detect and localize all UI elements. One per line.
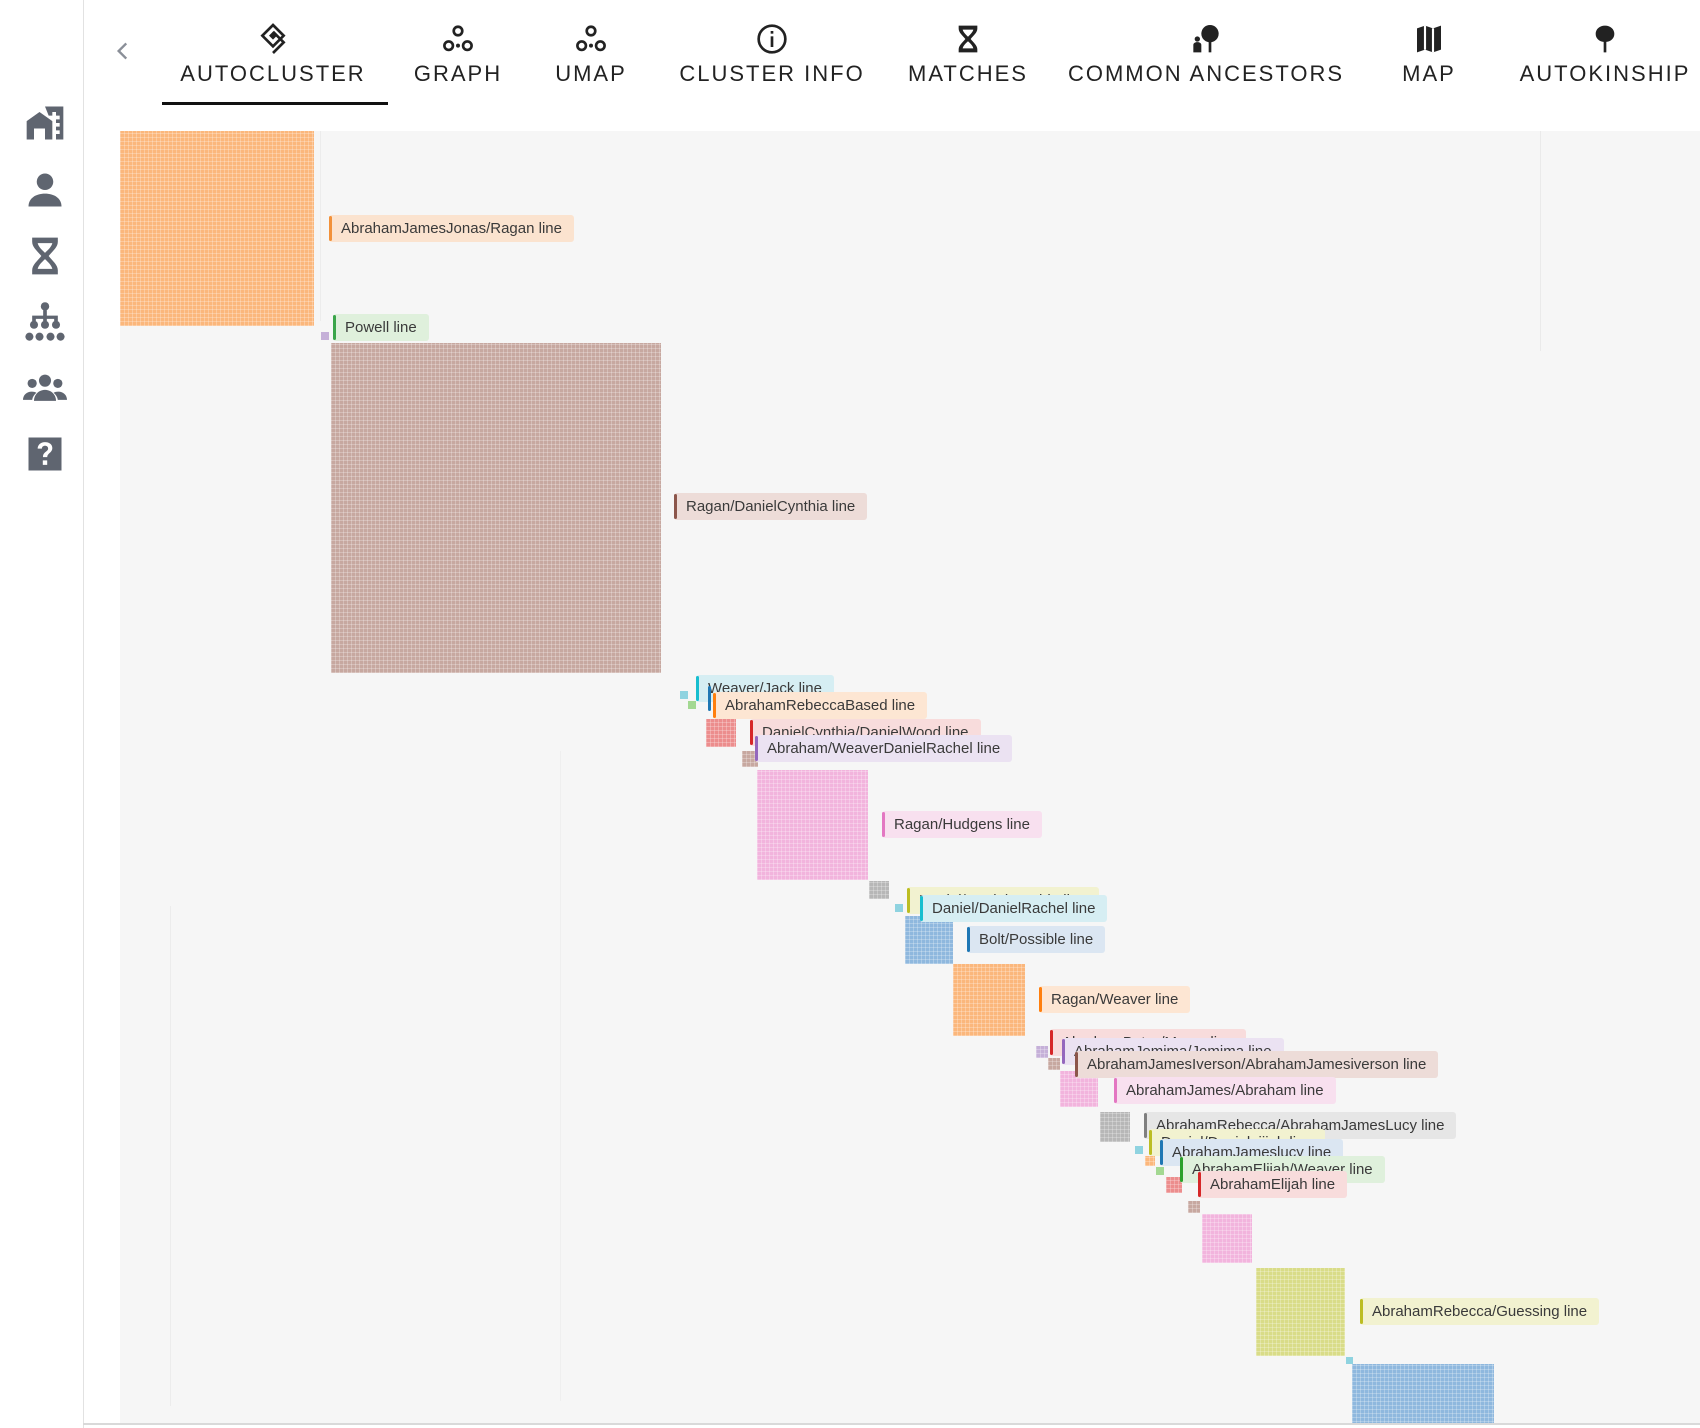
autocluster-icon xyxy=(260,23,286,54)
tab-label: MAP xyxy=(1402,61,1456,86)
cluster-label[interactable]: Bolt/Possible line xyxy=(967,926,1106,953)
back-button[interactable] xyxy=(108,36,138,66)
sidebar-item-dna[interactable] xyxy=(22,233,68,279)
sidebar-item-groups[interactable] xyxy=(22,365,68,411)
tab-common-ancestors[interactable]: COMMON ANCESTORS xyxy=(1068,0,1342,106)
family-tree-icon xyxy=(25,302,65,341)
diagonal-cell xyxy=(895,904,903,912)
cluster-label[interactable]: AbrahamElijah line xyxy=(1198,1171,1348,1198)
cluster-block[interactable] xyxy=(706,719,736,747)
people-group-icon xyxy=(23,374,67,401)
tab-label: CLUSTER INFO xyxy=(679,61,865,86)
ancestor-icon xyxy=(1193,25,1219,53)
cluster-block[interactable] xyxy=(1256,1268,1345,1356)
sidebar-item-dashboard[interactable] xyxy=(22,100,68,146)
cluster-block[interactable] xyxy=(757,770,868,880)
cluster-block[interactable] xyxy=(742,751,758,767)
cluster-block[interactable] xyxy=(1202,1214,1252,1263)
tab-matches[interactable]: MATCHES xyxy=(908,0,1028,106)
cluster-block[interactable] xyxy=(1100,1112,1130,1142)
cluster-label[interactable]: AbrahamJamesJonas/Ragan line xyxy=(329,215,574,242)
diagonal-cell xyxy=(680,691,688,699)
tree-icon xyxy=(1595,25,1615,53)
tab-autocluster[interactable]: AUTOCLUSTER xyxy=(178,0,368,106)
cluster-label[interactable]: AbrahamJamesIverson/AbrahamJamesiverson … xyxy=(1075,1051,1439,1078)
diagonal-cell xyxy=(1346,1357,1353,1364)
cluster-block[interactable] xyxy=(1352,1364,1494,1423)
diagonal-cell xyxy=(1135,1146,1143,1154)
dna-icon xyxy=(32,237,58,275)
active-tab-indicator xyxy=(162,102,388,105)
tab-umap[interactable]: UMAP xyxy=(548,0,634,106)
diagonal-cell xyxy=(688,701,696,709)
tab-map[interactable]: MAP xyxy=(1379,0,1479,106)
cluster-block[interactable] xyxy=(1036,1046,1048,1058)
cluster-label[interactable]: Ragan/Hudgens line xyxy=(882,811,1042,838)
cluster-label[interactable]: AbrahamRebecca/Guessing line xyxy=(1360,1298,1600,1325)
person-icon xyxy=(28,173,62,207)
diagonal-cell xyxy=(1156,1167,1164,1175)
tab-label: COMMON ANCESTORS xyxy=(1067,61,1345,86)
cluster-block[interactable] xyxy=(1188,1201,1200,1213)
cluster-block[interactable] xyxy=(869,881,889,899)
tab-label: UMAP xyxy=(555,61,627,86)
sidebar-item-tree[interactable] xyxy=(22,299,68,345)
tab-label: AUTOKINSHIP xyxy=(1519,61,1691,86)
cluster-label[interactable]: Abraham/WeaverDanielRachel line xyxy=(755,735,1013,762)
matrix-gridline xyxy=(560,751,561,1401)
cluster-label[interactable]: Ragan/Weaver line xyxy=(1039,986,1191,1013)
cluster-block[interactable] xyxy=(1166,1177,1182,1193)
matrix-gridline xyxy=(1540,131,1541,351)
cluster-label[interactable]: AbrahamJames/Abraham line xyxy=(1114,1077,1336,1104)
map-icon xyxy=(1417,25,1441,53)
autocluster-matrix[interactable]: AbrahamJamesJonas/Ragan line Powell line… xyxy=(120,131,1700,1423)
cluster-block[interactable] xyxy=(331,343,661,673)
dna-icon xyxy=(958,25,978,53)
info-icon xyxy=(757,24,787,54)
cluster-label[interactable]: Powell line xyxy=(333,314,429,341)
umap-icon xyxy=(576,25,606,52)
panel-bottom-border xyxy=(83,1423,1700,1425)
cluster-label[interactable]: Ragan/DanielCynthia line xyxy=(674,493,868,520)
tab-graph[interactable]: GRAPH xyxy=(408,0,508,106)
cluster-block[interactable] xyxy=(905,916,953,964)
matrix-gridline xyxy=(170,906,171,1406)
cluster-label[interactable]: AbrahamRebeccaBased line xyxy=(713,692,928,719)
help-icon xyxy=(28,437,62,471)
cluster-block[interactable] xyxy=(120,131,314,326)
cluster-block[interactable] xyxy=(1048,1058,1060,1070)
sidebar-item-profile[interactable] xyxy=(22,167,68,213)
tab-label: MATCHES xyxy=(908,61,1028,86)
cluster-block[interactable] xyxy=(1145,1156,1155,1166)
cluster-block[interactable] xyxy=(953,964,1025,1036)
tab-autokinship[interactable]: AUTOKINSHIP xyxy=(1519,0,1691,106)
tab-label: AUTOCLUSTER xyxy=(180,61,366,86)
left-sidebar xyxy=(0,0,84,1428)
matrix-gridline xyxy=(320,131,321,321)
tab-label: GRAPH xyxy=(413,61,503,86)
building-icon xyxy=(26,106,64,140)
sidebar-item-help[interactable] xyxy=(22,431,68,477)
chevron-left-icon xyxy=(116,42,128,60)
cluster-label[interactable]: Daniel/DanielRachel line xyxy=(920,895,1108,922)
tab-cluster-info[interactable]: CLUSTER INFO xyxy=(679,0,865,106)
diagonal-cell xyxy=(321,332,329,340)
graph-icon xyxy=(443,25,473,52)
